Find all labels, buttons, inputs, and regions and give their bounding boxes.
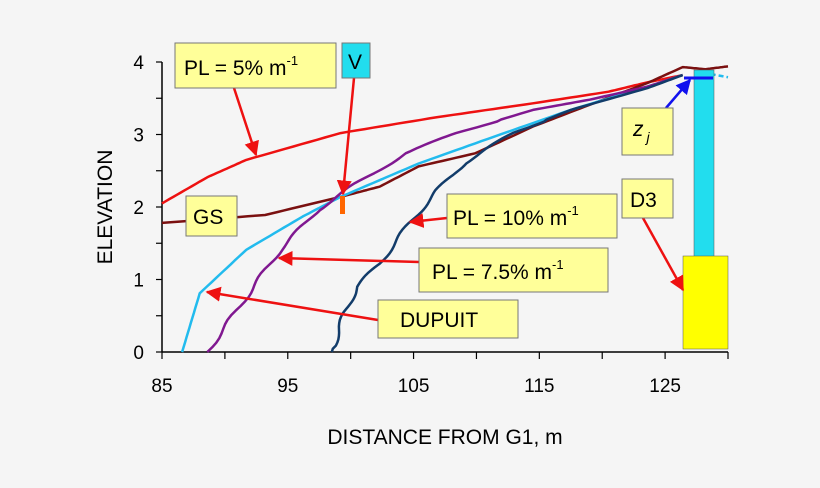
labels: PL = 5% m-1 V GS PL = 10% m-1 PL = 7.5% … bbox=[174, 42, 674, 339]
x-tick-label: 115 bbox=[524, 376, 554, 397]
arrow-pl75 bbox=[277, 250, 420, 266]
label-v: V bbox=[341, 42, 371, 79]
y-tick-label: 3 bbox=[133, 126, 144, 147]
y-axis-title: ELEVATION bbox=[94, 150, 117, 265]
x-axis-title: DISTANCE FROM G1, m bbox=[327, 426, 562, 449]
svg-text:D3: D3 bbox=[630, 189, 657, 212]
arrow-pl5 bbox=[232, 87, 259, 157]
series-line bbox=[161, 65, 729, 225]
arrow-dupuit bbox=[205, 286, 379, 322]
svg-text:PL = 7.5% m-1: PL = 7.5% m-1 bbox=[432, 257, 564, 284]
x-tick-label: 85 bbox=[151, 376, 172, 397]
svg-text:zj: zj bbox=[632, 118, 651, 145]
x-tick-label: 95 bbox=[277, 376, 298, 397]
y-tick-label: 2 bbox=[133, 198, 144, 219]
label-pl5: PL = 5% m-1 bbox=[174, 42, 337, 89]
label-pl75: PL = 7.5% m-1 bbox=[418, 247, 609, 293]
arrow-d3 bbox=[641, 217, 685, 292]
y-tick-label: 0 bbox=[133, 343, 144, 364]
arrow-pl10 bbox=[408, 213, 448, 229]
svg-text:DUPUIT: DUPUIT bbox=[400, 309, 478, 332]
v-marker bbox=[340, 196, 345, 214]
series-lines bbox=[161, 65, 729, 353]
axes: 85 95 105 115 125 0 1 2 3 4 bbox=[133, 53, 729, 397]
well-screen bbox=[682, 255, 729, 350]
x-tick-label: 125 bbox=[649, 376, 681, 397]
arrow-v bbox=[336, 77, 356, 196]
svg-text:PL = 10% m-1: PL = 10% m-1 bbox=[453, 203, 579, 230]
x-tick-label: 105 bbox=[398, 376, 430, 397]
series-line bbox=[330, 73, 684, 353]
y-tick-label: 1 bbox=[133, 271, 144, 292]
label-d3: D3 bbox=[621, 178, 674, 219]
y-tick-label: 4 bbox=[133, 53, 144, 74]
arrows bbox=[205, 77, 691, 322]
svg-text:PL = 5% m-1: PL = 5% m-1 bbox=[184, 53, 298, 80]
label-gs: GS bbox=[185, 195, 238, 237]
well-casing bbox=[693, 69, 715, 259]
svg-text:V: V bbox=[348, 51, 362, 74]
series-line bbox=[206, 73, 684, 353]
svg-text:GS: GS bbox=[193, 206, 223, 229]
label-dupuit: DUPUIT bbox=[377, 299, 519, 339]
arrow-zj bbox=[665, 78, 691, 109]
label-pl10: PL = 10% m-1 bbox=[446, 193, 618, 239]
series-line bbox=[161, 73, 683, 205]
